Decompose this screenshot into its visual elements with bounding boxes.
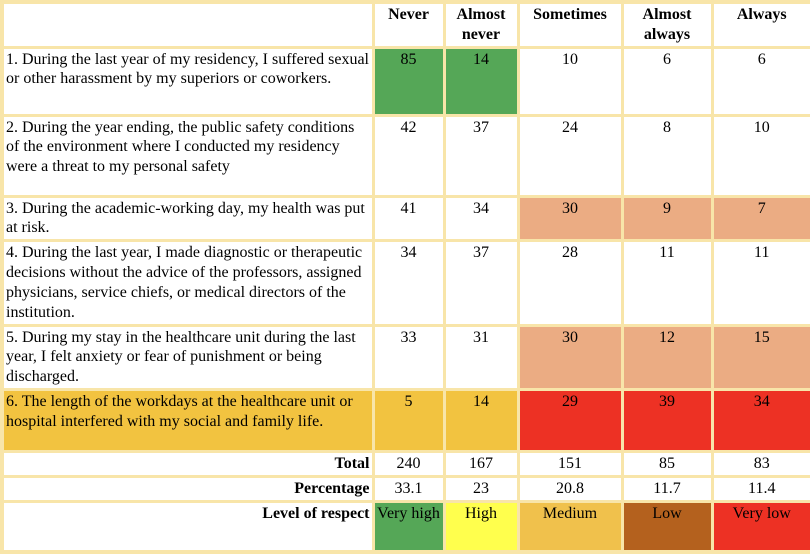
value-cell: 9: [620, 194, 714, 243]
value-cell: 7: [710, 194, 810, 243]
level-of-respect-row: Level of respect Very high High Medium L…: [0, 499, 810, 554]
header-cell-sometimes: Sometimes: [516, 0, 624, 49]
question-cell: 5. During my stay in the healthcare unit…: [0, 323, 375, 392]
header-cell-empty: [0, 0, 375, 49]
question-cell: 4. During the last year, I made diagnost…: [0, 239, 375, 327]
percentage-cell: 11.4: [710, 474, 810, 503]
value-cell: 31: [442, 323, 520, 392]
question-cell: 2. During the year ending, the public sa…: [0, 113, 375, 198]
question-cell: 3. During the academic-working day, my h…: [0, 194, 375, 243]
percentage-row: Percentage 33.1 23 20.8 11.7 11.4: [0, 474, 810, 503]
value-cell: 5: [371, 388, 446, 454]
value-cell: 33: [371, 323, 446, 392]
percentage-cell: 33.1: [371, 474, 446, 503]
level-cell-low: Low: [620, 499, 714, 554]
value-cell: 39: [620, 388, 714, 454]
level-cell-very-low: Very low: [710, 499, 810, 554]
level-cell-high: High: [442, 499, 520, 554]
table-row-question-3: 3. During the academic-working day, my h…: [0, 194, 810, 243]
value-cell: 14: [442, 45, 520, 117]
value-cell: 28: [516, 239, 624, 327]
level-cell-very-high: Very high: [371, 499, 446, 554]
value-cell: 10: [516, 45, 624, 117]
value-cell: 24: [516, 113, 624, 198]
header-cell-always: Always: [710, 0, 810, 49]
table-row-question-1: 1. During the last year of my residency,…: [0, 45, 810, 117]
value-cell: 11: [620, 239, 714, 327]
value-cell: 6: [710, 45, 810, 117]
value-cell: 42: [371, 113, 446, 198]
value-cell: 12: [620, 323, 714, 392]
level-cell-medium: Medium: [516, 499, 624, 554]
value-cell: 8: [620, 113, 714, 198]
table-row-question-5: 5. During my stay in the healthcare unit…: [0, 323, 810, 392]
value-cell: 34: [442, 194, 520, 243]
value-cell: 34: [710, 388, 810, 454]
table-row-question-4: 4. During the last year, I made diagnost…: [0, 239, 810, 327]
percentage-cell: 11.7: [620, 474, 714, 503]
value-cell: 85: [371, 45, 446, 117]
level-of-respect-label: Level of respect: [0, 499, 375, 554]
value-cell: 29: [516, 388, 624, 454]
value-cell: 6: [620, 45, 714, 117]
header-row: Never Almost never Sometimes Almost alwa…: [0, 0, 810, 49]
value-cell: 34: [371, 239, 446, 327]
value-cell: 10: [710, 113, 810, 198]
table-row-question-6: 6. The length of the workdays at the hea…: [0, 388, 810, 454]
total-cell: 167: [442, 450, 520, 478]
total-cell: 151: [516, 450, 624, 478]
percentage-cell: 23: [442, 474, 520, 503]
value-cell: 37: [442, 113, 520, 198]
value-cell: 15: [710, 323, 810, 392]
percentage-cell: 20.8: [516, 474, 624, 503]
value-cell: 14: [442, 388, 520, 454]
percentage-label: Percentage: [0, 474, 375, 503]
table-row-question-2: 2. During the year ending, the public sa…: [0, 113, 810, 198]
value-cell: 11: [710, 239, 810, 327]
total-row: Total 240 167 151 85 83: [0, 450, 810, 478]
value-cell: 30: [516, 323, 624, 392]
question-cell: 1. During the last year of my residency,…: [0, 45, 375, 117]
total-label: Total: [0, 450, 375, 478]
value-cell: 30: [516, 194, 624, 243]
total-cell: 85: [620, 450, 714, 478]
header-cell-almost-never: Almost never: [442, 0, 520, 49]
question-cell: 6. The length of the workdays at the hea…: [0, 388, 375, 454]
total-cell: 240: [371, 450, 446, 478]
header-cell-almost-always: Almost always: [620, 0, 714, 49]
value-cell: 41: [371, 194, 446, 243]
total-cell: 83: [710, 450, 810, 478]
value-cell: 37: [442, 239, 520, 327]
header-cell-never: Never: [371, 0, 446, 49]
